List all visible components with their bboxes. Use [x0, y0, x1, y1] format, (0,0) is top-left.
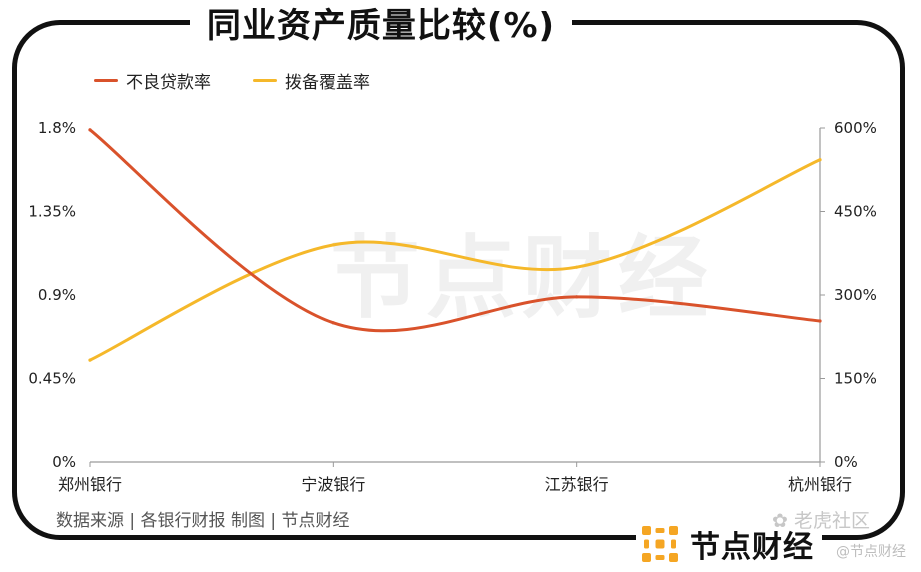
right-tick-label: 450% — [834, 203, 877, 221]
legend-swatch-coverage — [253, 79, 277, 82]
chart-title: 同业资产质量比较(%) — [206, 5, 556, 46]
legend-item-coverage: 拨备覆盖率 — [253, 68, 370, 93]
data-point-npl — [331, 321, 335, 325]
legend-label-npl: 不良贷款率 — [126, 73, 211, 93]
dot-grid-logo-icon — [642, 526, 678, 562]
title-box: 同业资产质量比较(%) — [190, 2, 572, 46]
author-watermark: @节点财经 — [836, 544, 906, 560]
site-watermark: ✿ 老虎社区 — [772, 506, 870, 533]
right-tick-label: 150% — [834, 370, 877, 388]
data-point-coverage — [575, 265, 579, 269]
legend: 不良贷款率 拨备覆盖率 — [94, 68, 370, 93]
right-tick-label: 600% — [834, 119, 877, 137]
legend-label-coverage: 拨备覆盖率 — [285, 73, 370, 93]
series-line-coverage — [88, 158, 822, 362]
data-point-coverage — [88, 358, 92, 362]
right-tick-label: 300% — [834, 286, 877, 304]
x-tick-label: 宁波银行 — [301, 475, 365, 494]
x-tick-label: 郑州银行 — [58, 475, 122, 494]
x-tick-label: 杭州银行 — [788, 475, 852, 494]
data-point-npl — [88, 128, 92, 132]
legend-item-npl: 不良贷款率 — [94, 68, 211, 93]
data-point-npl — [575, 295, 579, 299]
right-tick-label: 0% — [834, 453, 858, 471]
series-line-npl — [88, 128, 822, 333]
x-tick-label: 江苏银行 — [545, 475, 609, 494]
source-note: 数据来源 | 各银行财报 制图 | 节点财经 — [56, 511, 350, 531]
left-tick-label: 1.8% — [38, 119, 76, 137]
brand-name: 节点财经 — [690, 530, 814, 565]
legend-swatch-npl — [94, 79, 118, 82]
left-tick-label: 0.9% — [38, 286, 76, 304]
data-point-npl — [818, 319, 822, 323]
left-tick-label: 0% — [52, 453, 76, 471]
left-tick-label: 1.35% — [28, 203, 76, 221]
site-watermark-text: 老虎社区 — [793, 510, 870, 532]
data-point-coverage — [818, 158, 822, 162]
left-tick-label: 0.45% — [28, 370, 76, 388]
paw-icon: ✿ — [772, 510, 788, 532]
data-point-coverage — [331, 243, 335, 247]
brand-logo: 节点财经 — [636, 520, 822, 568]
